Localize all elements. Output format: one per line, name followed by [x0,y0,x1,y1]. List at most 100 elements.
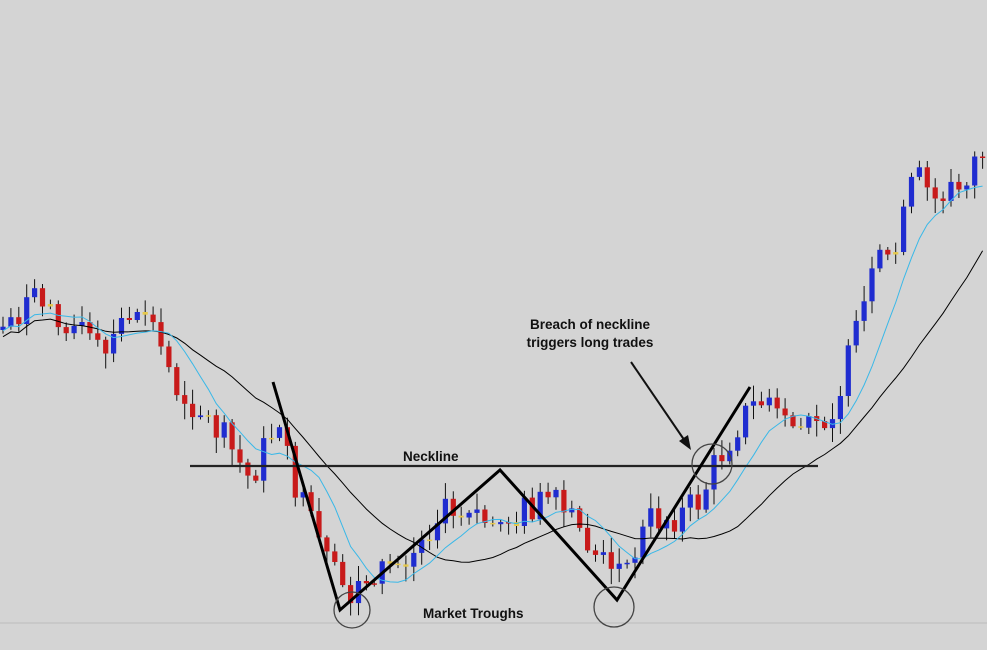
candle-body-94 [735,437,741,451]
candle-body-26 [197,415,204,418]
candle-body-44 [340,561,346,586]
candle-body-47 [363,581,369,584]
candle-body-97 [758,401,764,406]
candle-body-6 [39,288,46,307]
candle-body-28 [213,415,219,438]
candle-body-11 [79,322,85,326]
trough-circle-right [593,586,635,628]
candle-body-15 [111,333,117,354]
candle-body-88 [687,494,693,508]
candle-body-79 [616,563,622,569]
candle-body-111 [869,268,875,302]
candle-body-20 [150,314,156,323]
candle-body-55 [427,539,433,542]
candle-body-68 [529,497,535,520]
candle-body-10 [71,326,77,334]
candle-body-42 [324,537,330,552]
candle-body-87 [679,507,685,532]
candle-body-19 [142,312,148,315]
candle-body-37 [284,427,290,446]
candle-body-91 [711,455,717,490]
candle-body-5 [32,288,38,298]
candle-body-24 [182,395,188,404]
candle-body-101 [790,415,796,427]
breakout-arrow-line [630,361,688,445]
candle-body-62 [482,509,488,523]
candle-body-35 [269,437,275,440]
candle-body-96 [750,401,757,406]
candle-body-3 [16,317,22,325]
candle-body-59 [458,515,464,518]
candle-body-112 [877,249,883,269]
candle-body-107 [837,396,843,420]
candle-body-16 [118,318,125,334]
candle-body-27 [205,415,211,417]
breakout-annotation-line1: Breach of neckline [529,317,651,332]
candle-body-106 [829,419,836,429]
candle-body-38 [292,445,298,498]
trough-circle-left [333,591,371,629]
candle-body-17 [126,318,132,320]
candle-body-30 [229,422,235,450]
breakout-annotation-line2: triggers long trades [526,335,654,350]
slow-moving-average-line [2,250,984,563]
candle-body-78 [608,552,614,569]
candle-body-116 [908,176,915,207]
candle-body-83 [648,508,654,527]
candle-body-1 [0,326,6,330]
candle-body-32 [245,462,251,476]
candle-body-12 [87,322,93,334]
candle-body-100 [782,408,788,416]
candle-body-81 [632,557,638,563]
candle-body-45 [348,585,354,604]
breakout-arrow-head [679,435,691,450]
candle-body-70 [545,491,551,498]
candle-body-69 [537,491,543,520]
candle-body-122 [956,181,962,190]
candle-body-76 [592,550,599,555]
candle-body-114 [893,252,899,255]
candle-body-120 [940,198,946,201]
candle-body-74 [577,508,583,528]
candle-body-9 [63,327,69,334]
candle-body-60 [466,512,472,518]
candle-body-54 [419,539,425,553]
fast-moving-average-line [2,185,983,583]
candle-body-58 [450,498,456,516]
candle-body-80 [624,562,630,565]
candle-body-23 [174,367,180,396]
candle-body-29 [221,422,227,438]
neckline-label: Neckline [403,449,459,464]
candle-body-56 [434,523,441,541]
candle-body-77 [600,552,606,555]
candle-body-89 [695,494,701,510]
candle-body-92 [719,455,725,462]
candle-body-14 [103,339,109,354]
candle-body-67 [521,497,527,526]
candle-body-84 [656,508,662,529]
candle-body-98 [766,397,772,406]
candles-layer [0,151,986,616]
candle-body-85 [664,520,670,529]
double-bottom-pattern-line [271,381,752,613]
candle-body-63 [490,522,496,525]
candle-body-71 [553,489,559,498]
candle-body-121 [948,181,954,201]
candle-body-22 [166,346,172,368]
candle-body-25 [190,403,196,418]
candle-body-50 [387,561,393,564]
candle-body-41 [316,511,322,538]
candle-body-2 [8,317,14,327]
candle-body-118 [924,167,930,188]
candle-body-51 [395,563,401,566]
candle-body-18 [134,312,140,320]
candle-body-73 [569,508,575,513]
candle-body-72 [561,489,567,513]
breakout-circle [691,443,733,485]
candle-body-108 [845,345,851,396]
candle-body-125 [980,156,986,158]
candle-body-119 [932,187,938,199]
candle-body-103 [806,416,812,428]
